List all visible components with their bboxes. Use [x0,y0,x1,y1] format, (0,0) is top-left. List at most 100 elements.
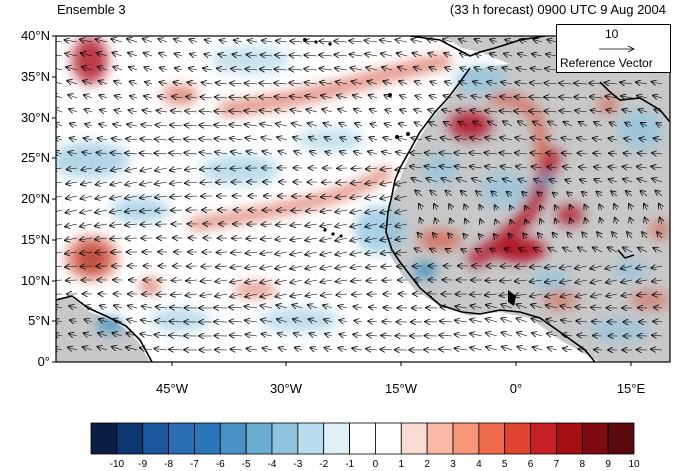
wind-vector [641,123,648,126]
wind-vector [319,68,333,70]
wind-vector [246,238,258,239]
wind-vector [321,196,333,197]
wind-vector [277,137,288,140]
wind-vector [608,167,618,168]
wind-vector [396,152,408,154]
wind-vector [425,166,438,168]
wind-vector [294,333,303,336]
wind-vector [441,178,453,182]
wind-vector [355,123,363,126]
wind-vector [320,82,333,84]
wind-vector [395,210,408,213]
wind-vector [81,182,93,184]
wind-vector [510,206,512,210]
wind-vector [652,335,663,336]
wind-vector [309,319,318,322]
wind-vector [335,238,348,241]
wind-vector [622,294,633,296]
wind-vector [186,280,198,281]
wind-vector [230,97,243,98]
wind-vector [582,232,587,239]
wind-vector [125,196,138,198]
wind-vector [486,96,498,98]
wind-vector [310,151,318,154]
wind-vector [525,206,527,210]
colorbar-swatch [504,422,531,455]
reference-vector-value: 10 [605,27,619,41]
wind-vector [338,306,348,308]
wind-vector [448,233,452,238]
wind-vector [325,137,333,140]
wind-vector [614,204,617,211]
wind-vector [593,138,603,140]
wind-vector [471,110,483,112]
wind-vector [350,196,363,198]
wind-vector [435,218,437,225]
wind-vector [275,110,288,112]
wind-vector [169,335,183,336]
wind-vector [170,125,183,126]
colorbar-label: 6 [527,459,534,470]
colorbar-swatch [349,422,376,455]
wind-vector [337,95,348,98]
wind-vector [550,179,558,182]
wind-vector [319,41,333,42]
wind-vector [531,319,543,322]
wind-vector [644,204,647,211]
wind-vector [275,280,288,283]
wind-vector [469,153,483,154]
wind-vector [445,67,453,70]
wind-vector [430,82,438,84]
wind-vector [130,96,138,98]
wind-vector [232,54,243,56]
reference-vector-box: 10 Reference Vector [556,24,671,73]
wind-vector [56,182,63,184]
colorbar-label: -4 [267,459,277,470]
wind-vector [473,82,483,84]
wind-vector [306,109,318,112]
wind-vector [444,122,453,126]
wind-vector [231,168,243,169]
wind-vector [320,224,333,226]
wind-vector [186,97,198,98]
wind-vector [545,294,558,297]
wind-vector [567,232,572,238]
wind-vector [638,248,648,252]
wind-vector [562,138,573,140]
wind-vector [246,349,258,350]
wind-vector [69,306,78,308]
wind-vector [559,83,573,84]
wind-vector [367,335,378,336]
wind-vector [81,196,93,199]
wind-vector [444,96,453,98]
wind-vector [114,81,123,84]
colorbar-label: -2 [319,459,329,470]
wind-vector [530,83,543,84]
wind-vector [325,334,333,336]
wind-vector [276,224,288,225]
wind-vector [609,153,618,154]
wind-vector [290,55,303,56]
wind-vector [502,347,513,350]
wind-vector [81,53,93,56]
wind-vector [495,205,497,210]
wind-vector [80,210,93,213]
wind-vector [319,55,333,56]
wind-vector [95,252,108,253]
wind-vector [525,220,527,224]
wind-vector [514,111,528,112]
wind-vector [641,191,648,196]
wind-vector [560,294,573,297]
wind-vector [540,206,542,210]
wind-vector [293,137,303,140]
wind-vector [80,40,93,42]
wind-vector [591,110,603,112]
wind-vector [515,280,528,281]
wind-vector [144,53,153,56]
wind-vector [294,151,303,154]
wind-vector [400,110,408,112]
wind-vector [560,111,573,112]
wind-vector [84,138,93,140]
axis-ticks [52,35,632,366]
